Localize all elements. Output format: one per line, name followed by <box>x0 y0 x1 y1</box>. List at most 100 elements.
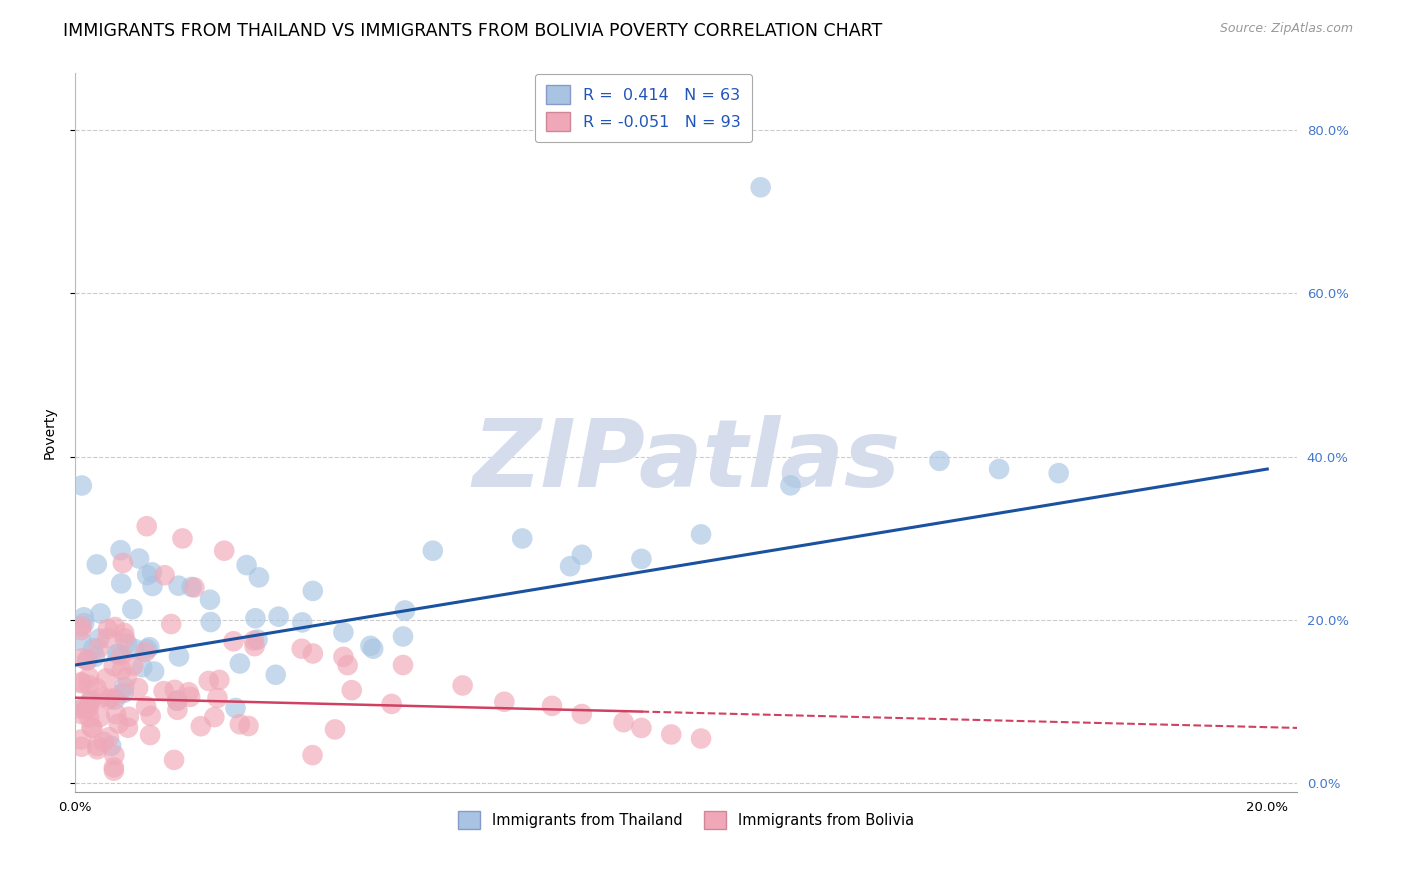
Point <box>238 719 260 733</box>
Text: Source: ZipAtlas.com: Source: ZipAtlas.com <box>1219 22 1353 36</box>
Point <box>96 671 118 685</box>
Point <box>111 556 134 570</box>
Point <box>77 678 100 692</box>
Point <box>152 684 174 698</box>
Point <box>128 551 150 566</box>
Point <box>104 692 127 706</box>
Point <box>163 753 186 767</box>
Point <box>571 548 593 562</box>
Point <box>103 760 125 774</box>
Point <box>779 478 801 492</box>
Point <box>93 735 115 749</box>
Point <box>76 702 98 716</box>
Point <box>200 615 222 629</box>
Point <box>659 727 682 741</box>
Point <box>86 739 108 753</box>
Point <box>1047 466 1070 480</box>
Point <box>110 648 132 663</box>
Point <box>494 695 516 709</box>
Point <box>630 721 652 735</box>
Point <box>166 693 188 707</box>
Point <box>72 701 94 715</box>
Point <box>107 716 129 731</box>
Point <box>82 721 104 735</box>
Point <box>172 532 194 546</box>
Point <box>115 636 138 650</box>
Point <box>79 695 101 709</box>
Point <box>70 624 93 638</box>
Point <box>630 552 652 566</box>
Point <box>70 675 93 690</box>
Point <box>141 579 163 593</box>
Point <box>82 641 104 656</box>
Point <box>122 658 145 673</box>
Point <box>302 647 325 661</box>
Point <box>118 710 141 724</box>
Point <box>121 602 143 616</box>
Point <box>323 723 346 737</box>
Point <box>117 721 139 735</box>
Point <box>139 728 162 742</box>
Point <box>235 558 257 573</box>
Point <box>197 673 219 688</box>
Point <box>111 663 134 677</box>
Point <box>179 690 201 704</box>
Point <box>229 657 252 671</box>
Point <box>73 616 96 631</box>
Point <box>392 630 415 644</box>
Point <box>560 559 582 574</box>
Point <box>136 642 159 657</box>
Point <box>336 658 359 673</box>
Point <box>166 703 188 717</box>
Point <box>163 682 186 697</box>
Point <box>77 711 100 725</box>
Point <box>70 676 93 690</box>
Point <box>138 640 160 655</box>
Point <box>104 620 127 634</box>
Point <box>301 583 323 598</box>
Text: ZIPatlas: ZIPatlas <box>472 415 900 507</box>
Point <box>247 570 270 584</box>
Point <box>928 454 950 468</box>
Point <box>243 639 266 653</box>
Point <box>332 649 354 664</box>
Point <box>98 730 121 744</box>
Point <box>124 641 146 656</box>
Point <box>749 180 772 194</box>
Point <box>243 633 266 648</box>
Point <box>80 720 103 734</box>
Point <box>690 731 713 746</box>
Point <box>988 462 1011 476</box>
Point <box>143 665 166 679</box>
Point <box>381 697 404 711</box>
Point <box>127 681 149 695</box>
Point <box>86 681 108 695</box>
Point <box>225 701 247 715</box>
Point <box>166 694 188 708</box>
Point <box>202 710 225 724</box>
Point <box>83 649 105 664</box>
Point <box>136 568 159 582</box>
Point <box>103 747 125 762</box>
Point <box>86 742 108 756</box>
Point <box>110 576 132 591</box>
Point <box>110 543 132 558</box>
Point <box>207 690 229 705</box>
Point <box>541 698 564 713</box>
Point <box>105 647 128 661</box>
Point <box>73 610 96 624</box>
Point <box>98 690 121 705</box>
Point <box>97 692 120 706</box>
Point <box>229 717 252 731</box>
Point <box>70 739 93 754</box>
Point <box>291 641 314 656</box>
Point <box>451 678 474 692</box>
Point <box>245 611 267 625</box>
Point <box>103 764 125 778</box>
Point <box>70 732 93 747</box>
Point <box>340 683 363 698</box>
Point <box>103 659 125 673</box>
Point <box>510 532 533 546</box>
Point <box>135 699 157 714</box>
Point <box>571 706 593 721</box>
